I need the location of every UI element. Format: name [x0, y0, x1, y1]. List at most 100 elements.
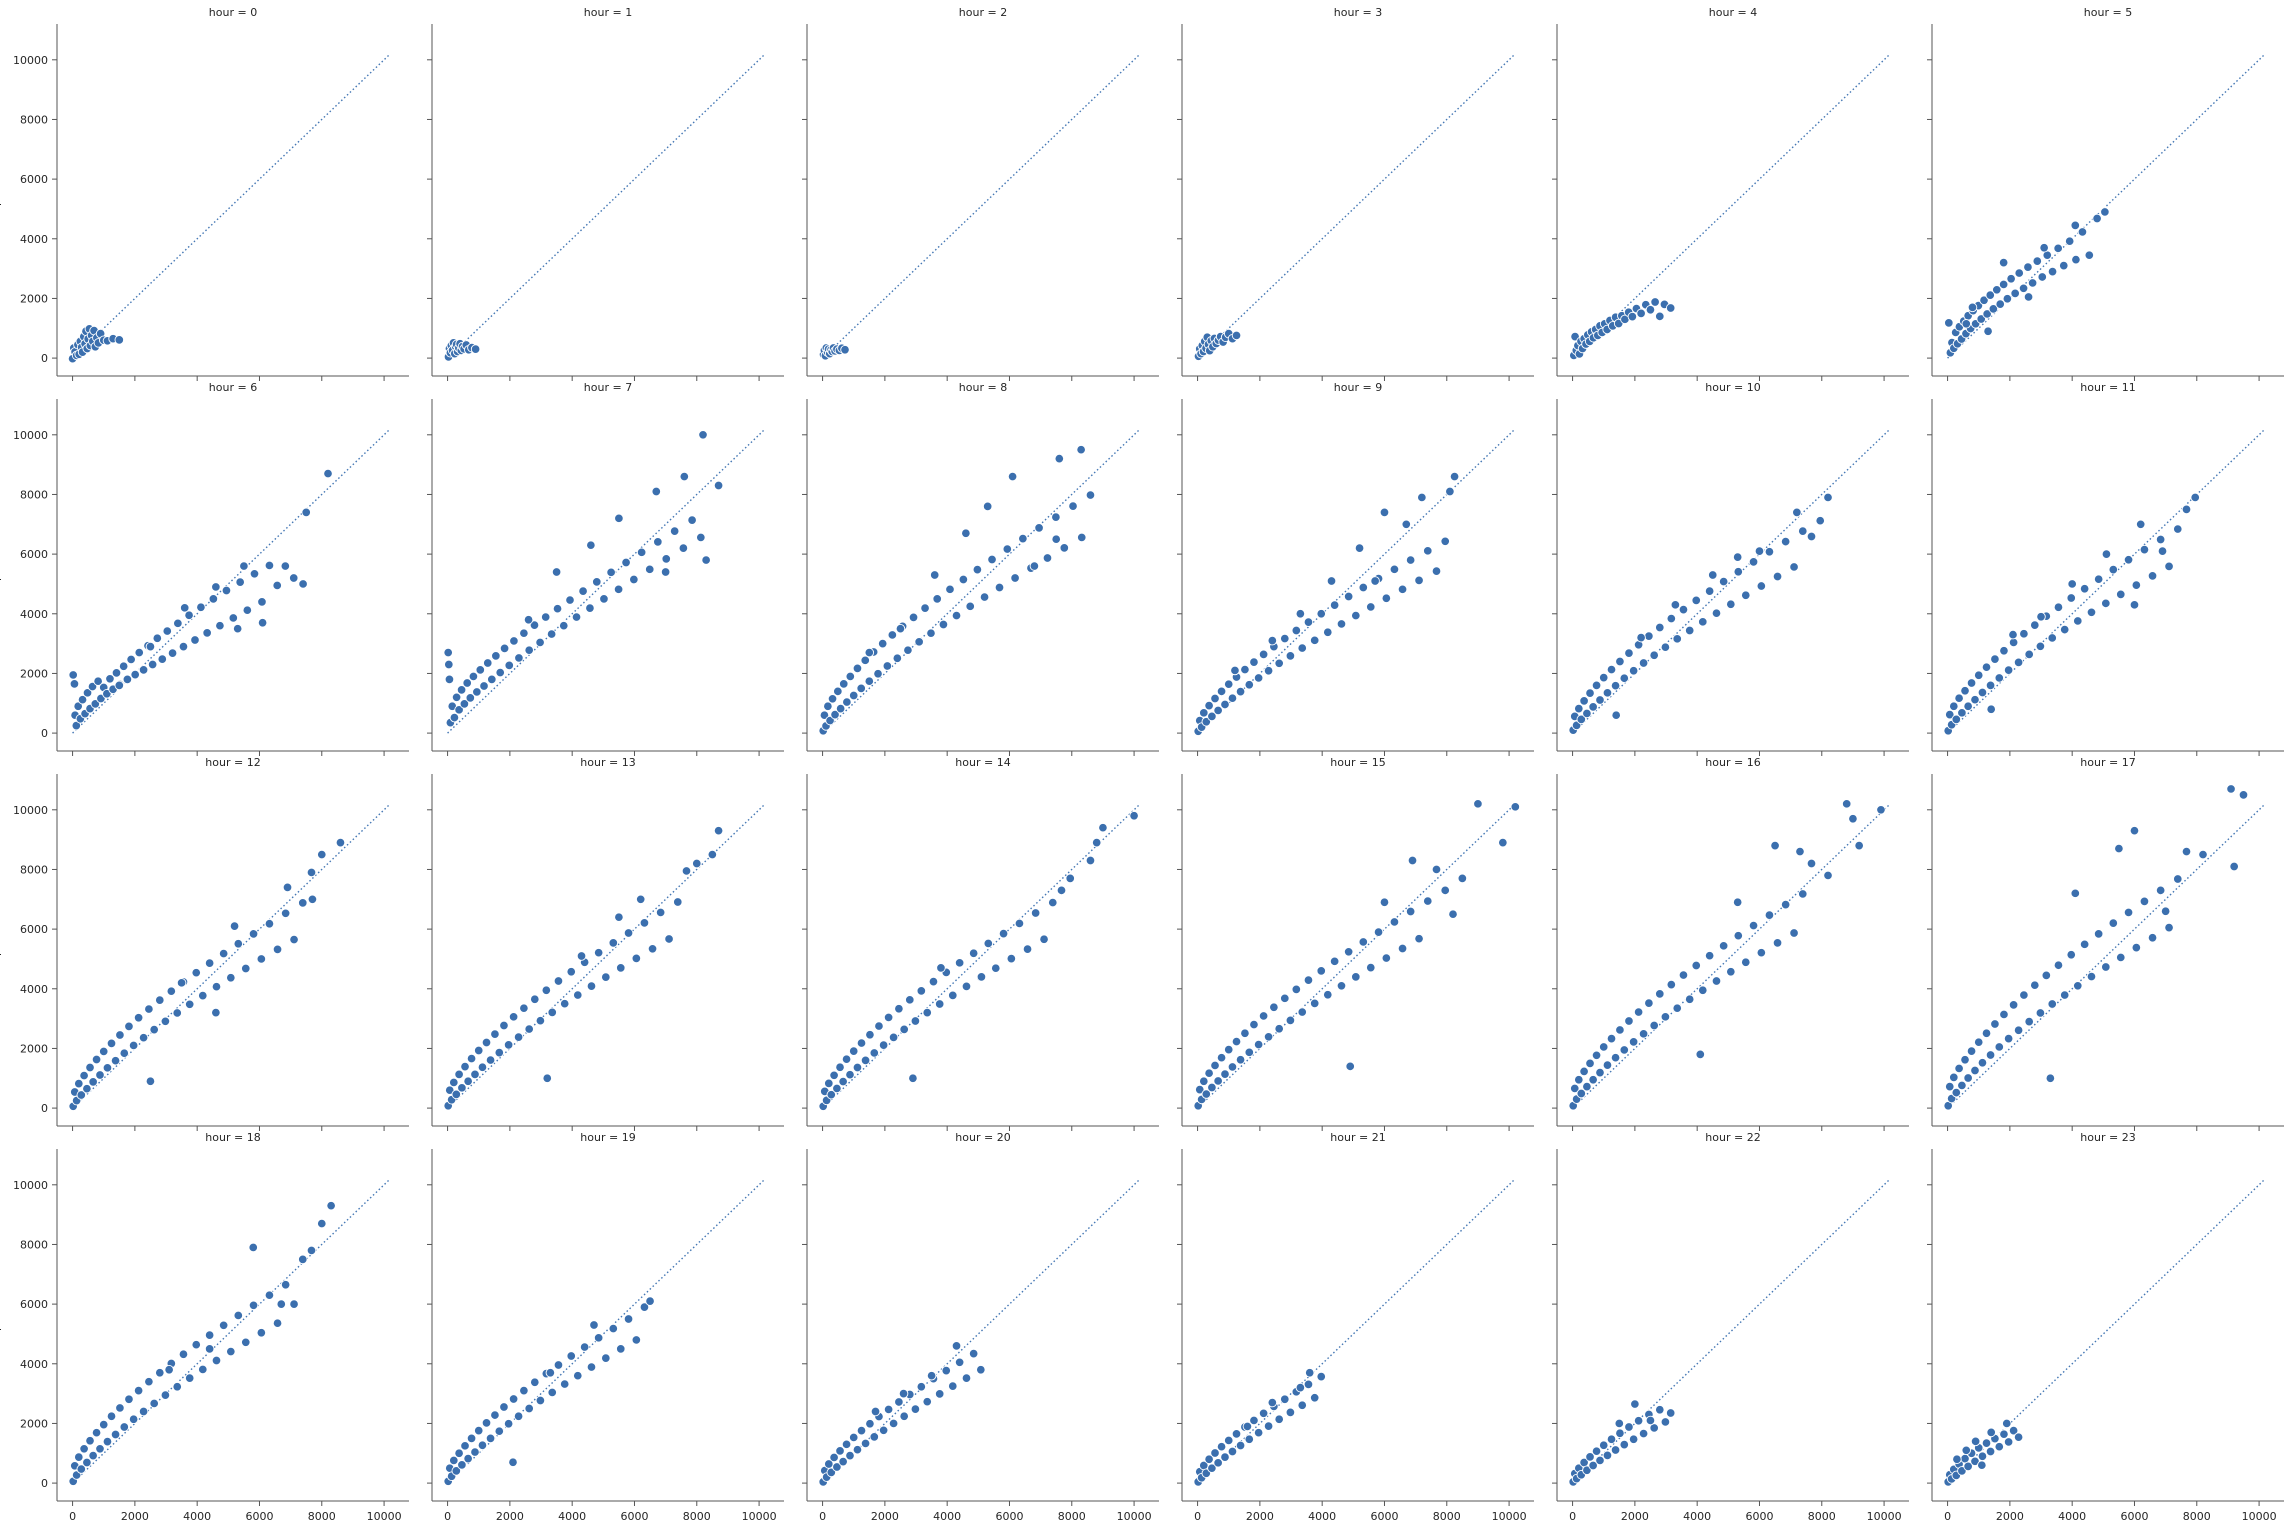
- data-point: [228, 613, 239, 623]
- data-point: [73, 701, 83, 712]
- data-point: [248, 1242, 258, 1253]
- data-point: [864, 647, 875, 658]
- data-point: [1018, 533, 1028, 544]
- data-point: [2086, 971, 2097, 982]
- data-point: [472, 687, 482, 697]
- x-tick-label: 10000: [1117, 1510, 1152, 1523]
- x-tick-label: 8000: [1433, 1510, 1461, 1523]
- data-point: [856, 683, 866, 694]
- data-point: [2100, 207, 2110, 217]
- data-point: [74, 1452, 84, 1462]
- data-point: [869, 1048, 880, 1058]
- data-point: [298, 898, 308, 908]
- data-point: [621, 557, 631, 568]
- data-point: [530, 994, 540, 1004]
- data-point: [118, 661, 129, 672]
- x-tick-label: 0: [819, 1510, 826, 1523]
- data-point: [2024, 1016, 2034, 1027]
- panel-title: hour = 12: [205, 756, 260, 769]
- data-point: [1598, 1440, 1609, 1450]
- data-point: [2059, 624, 2070, 635]
- data-point: [93, 676, 103, 686]
- data-point: [301, 507, 311, 518]
- data-point: [115, 1403, 125, 1413]
- data-point: [85, 1435, 95, 1446]
- x-tick-label: 8000: [1058, 1510, 1086, 1523]
- data-point: [454, 1069, 464, 1080]
- data-point: [1756, 947, 1767, 958]
- data-point: [514, 653, 524, 663]
- data-point: [172, 1008, 182, 1018]
- data-point: [1366, 602, 1376, 612]
- reference-line: [72, 53, 391, 359]
- data-point: [976, 972, 987, 982]
- data-point: [898, 1388, 909, 1399]
- data-point: [249, 569, 260, 579]
- facet-panel: hour = 5: [1927, 6, 2284, 381]
- data-point: [115, 1030, 125, 1040]
- data-point: [899, 1411, 909, 1422]
- facet-panel: hour = 7: [427, 381, 784, 756]
- data-point: [892, 653, 903, 663]
- panel-title: hour = 20: [955, 1131, 1010, 1144]
- data-point: [1220, 1069, 1230, 1079]
- data-point: [1216, 686, 1227, 697]
- data-point: [713, 825, 724, 836]
- data-point: [178, 1349, 189, 1359]
- data-point: [1440, 536, 1450, 547]
- data-point: [661, 554, 672, 564]
- data-point: [1210, 1448, 1220, 1458]
- data-point: [481, 1418, 492, 1428]
- data-point: [579, 1342, 590, 1352]
- data-point: [1988, 304, 1999, 314]
- data-point: [1806, 531, 1817, 542]
- data-point: [1949, 1072, 1959, 1083]
- data-point: [553, 1360, 564, 1370]
- data-point: [1309, 1393, 1320, 1403]
- data-point: [1068, 501, 1078, 511]
- data-point: [1963, 1073, 1973, 1083]
- data-point: [2013, 1432, 2024, 1442]
- data-point: [1297, 1007, 1307, 1017]
- data-point: [1741, 957, 1751, 967]
- data-point: [1678, 604, 1689, 615]
- data-point: [1389, 564, 1400, 575]
- data-point: [2116, 952, 2126, 963]
- y-tick-label: 8000: [20, 863, 48, 876]
- x-tick-label: 2000: [496, 1510, 524, 1523]
- data-point: [1199, 1076, 1209, 1087]
- data-point: [443, 647, 453, 658]
- x-tick-label: 10000: [2242, 1510, 2277, 1523]
- data-point: [198, 1364, 208, 1375]
- reference-line: [1197, 803, 1516, 1109]
- data-point: [1244, 1047, 1255, 1058]
- x-tick-label: 2000: [1246, 1510, 1274, 1523]
- data-point: [1998, 257, 2009, 268]
- data-point: [490, 1029, 500, 1039]
- data-point: [894, 1397, 904, 1407]
- data-point: [573, 1370, 583, 1381]
- data-point: [593, 947, 604, 958]
- data-point: [545, 1367, 556, 1378]
- data-point: [173, 618, 183, 629]
- data-point: [535, 1015, 546, 1026]
- data-point: [2037, 272, 2048, 282]
- data-point: [934, 999, 945, 1009]
- data-point: [444, 659, 454, 670]
- data-point: [1274, 1414, 1284, 1425]
- data-point: [481, 1037, 492, 1048]
- x-tick-label: 6000: [995, 1510, 1023, 1523]
- data-point: [122, 674, 133, 685]
- data-point: [687, 515, 697, 525]
- data-point: [477, 1440, 488, 1450]
- data-point: [1990, 654, 2000, 664]
- reference-line: [1572, 428, 1891, 734]
- data-point: [519, 1003, 529, 1013]
- data-point: [1732, 552, 1743, 562]
- data-point: [1684, 625, 1695, 636]
- data-point: [2093, 574, 2104, 584]
- data-point: [968, 1348, 979, 1359]
- data-point: [865, 1029, 875, 1040]
- x-tick-label: 2000: [121, 1510, 149, 1523]
- data-point: [845, 1069, 855, 1080]
